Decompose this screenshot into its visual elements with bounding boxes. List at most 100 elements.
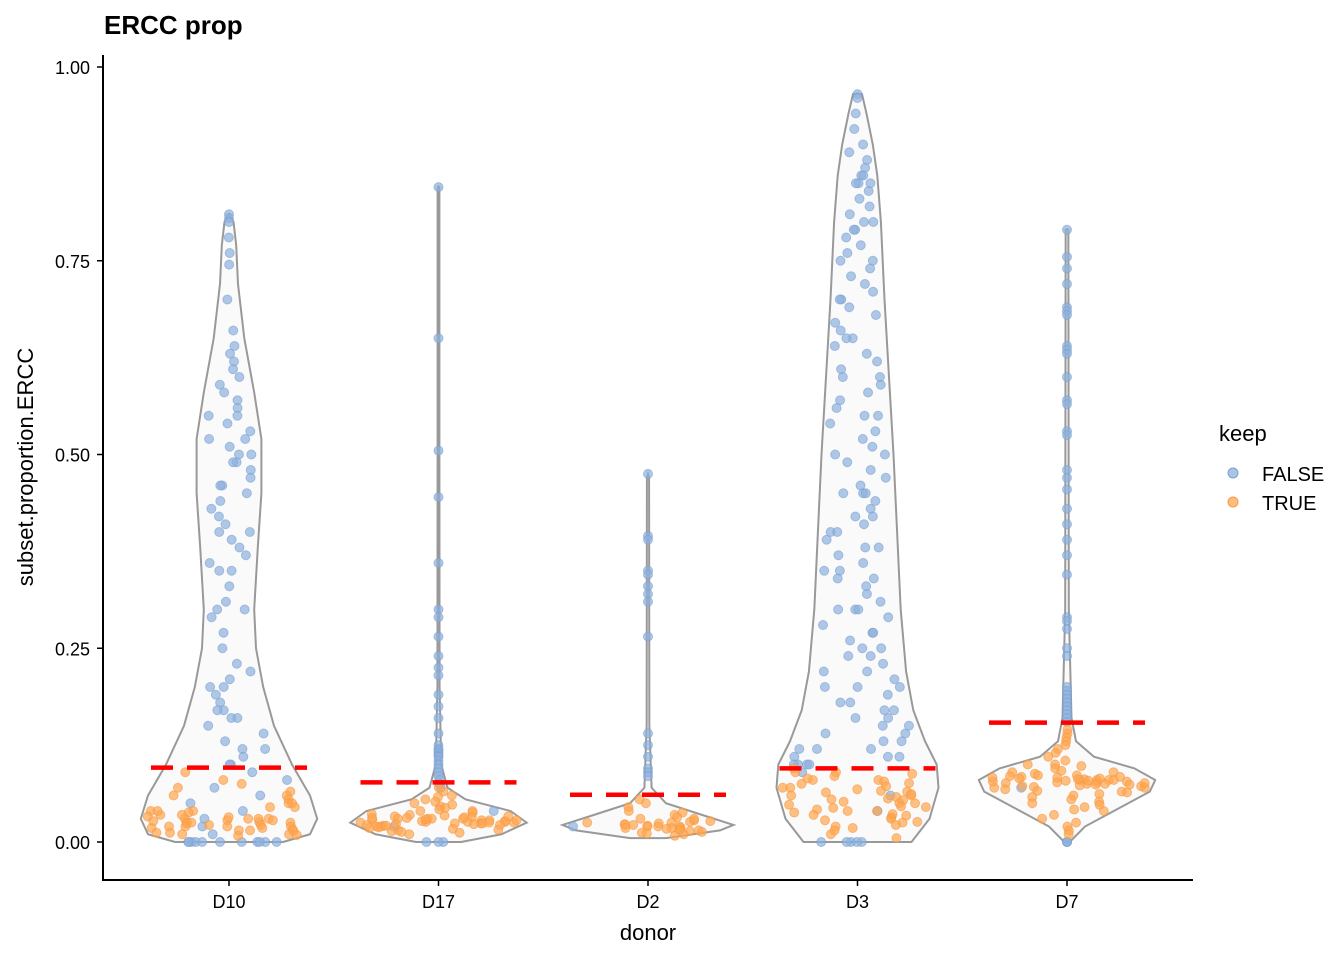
point-false bbox=[214, 527, 225, 537]
point-true bbox=[828, 802, 839, 813]
point-false bbox=[1062, 310, 1072, 320]
point-false bbox=[234, 372, 245, 382]
point-true bbox=[1052, 777, 1063, 788]
point-true bbox=[222, 821, 233, 832]
point-false bbox=[224, 581, 235, 592]
point-true bbox=[1063, 829, 1074, 840]
legend-label-true: TRUE bbox=[1262, 493, 1316, 515]
legend-title: keep bbox=[1219, 421, 1267, 446]
point-true bbox=[1060, 775, 1071, 786]
point-true bbox=[364, 823, 375, 834]
point-false bbox=[811, 744, 822, 754]
point-true bbox=[245, 825, 256, 836]
point-false bbox=[858, 139, 869, 150]
point-true bbox=[289, 802, 300, 813]
point-true bbox=[236, 778, 247, 789]
point-true bbox=[891, 833, 902, 844]
point-false bbox=[844, 302, 855, 313]
point-false bbox=[228, 325, 239, 336]
point-true bbox=[1069, 804, 1080, 815]
point-false bbox=[433, 689, 444, 700]
point-false bbox=[226, 565, 237, 576]
point-false bbox=[258, 728, 269, 739]
point-false bbox=[1062, 279, 1072, 289]
point-false bbox=[1062, 430, 1072, 441]
axes: 0.00 0.25 0.50 0.75 1.00 D10 D17 D2 D3 D7 bbox=[55, 55, 1193, 912]
point-false bbox=[834, 294, 845, 305]
point-false bbox=[204, 558, 215, 568]
point-false bbox=[859, 279, 870, 289]
point-false bbox=[643, 751, 653, 762]
point-true bbox=[1000, 784, 1011, 795]
point-true bbox=[503, 811, 514, 822]
point-true bbox=[180, 821, 191, 832]
point-false bbox=[819, 682, 830, 692]
point-false bbox=[821, 534, 832, 545]
point-false bbox=[877, 720, 888, 731]
point-false bbox=[903, 720, 914, 731]
point-false bbox=[488, 806, 499, 816]
point-false bbox=[832, 527, 843, 537]
x-tick-label-D3: D3 bbox=[846, 892, 869, 912]
point-false bbox=[838, 488, 849, 499]
point-true bbox=[901, 810, 912, 821]
point-true bbox=[1060, 755, 1071, 766]
point-true bbox=[786, 790, 797, 801]
point-false bbox=[245, 472, 256, 483]
point-false bbox=[240, 550, 251, 561]
point-false bbox=[818, 666, 829, 677]
point-false bbox=[868, 286, 879, 297]
legend-key-true bbox=[1227, 496, 1239, 508]
point-false bbox=[232, 410, 243, 421]
point-false bbox=[874, 372, 885, 382]
point-true bbox=[511, 815, 522, 826]
point-false bbox=[858, 170, 869, 181]
y-tick-label: 0.75 bbox=[55, 252, 90, 272]
point-false bbox=[865, 465, 876, 475]
point-true bbox=[705, 816, 716, 827]
point-false bbox=[209, 782, 220, 793]
point-false bbox=[219, 387, 230, 398]
point-false bbox=[239, 604, 250, 615]
point-false bbox=[234, 542, 245, 553]
point-false bbox=[842, 248, 853, 258]
plot-area bbox=[139, 89, 1157, 847]
point-false bbox=[433, 651, 444, 661]
point-true bbox=[890, 819, 901, 830]
point-false bbox=[421, 837, 432, 847]
point-false bbox=[643, 534, 653, 545]
point-false bbox=[794, 744, 805, 754]
point-false bbox=[203, 410, 214, 421]
point-true bbox=[820, 787, 831, 798]
point-true bbox=[1066, 794, 1077, 805]
point-false bbox=[862, 666, 873, 677]
point-true bbox=[459, 812, 470, 823]
point-false bbox=[433, 701, 444, 712]
point-false bbox=[643, 569, 653, 580]
point-false bbox=[816, 837, 827, 847]
point-false bbox=[851, 837, 862, 847]
point-true bbox=[1076, 761, 1087, 772]
point-false bbox=[433, 713, 444, 723]
point-false bbox=[255, 790, 266, 801]
point-false bbox=[846, 271, 857, 282]
point-false bbox=[215, 496, 226, 506]
point-false bbox=[245, 426, 256, 437]
point-false bbox=[863, 387, 874, 398]
point-false bbox=[860, 488, 871, 499]
point-true bbox=[484, 817, 495, 828]
point-false bbox=[206, 612, 217, 623]
point-true bbox=[415, 806, 426, 816]
point-false bbox=[848, 224, 859, 235]
point-true bbox=[906, 788, 917, 799]
point-true bbox=[1072, 774, 1083, 785]
point-true bbox=[454, 827, 465, 838]
point-false bbox=[203, 720, 214, 731]
point-false bbox=[865, 263, 876, 274]
point-false bbox=[845, 635, 856, 646]
point-false bbox=[1062, 484, 1072, 495]
point-false bbox=[643, 596, 653, 607]
point-false bbox=[819, 565, 830, 576]
point-true bbox=[204, 819, 215, 830]
point-true bbox=[620, 823, 631, 834]
